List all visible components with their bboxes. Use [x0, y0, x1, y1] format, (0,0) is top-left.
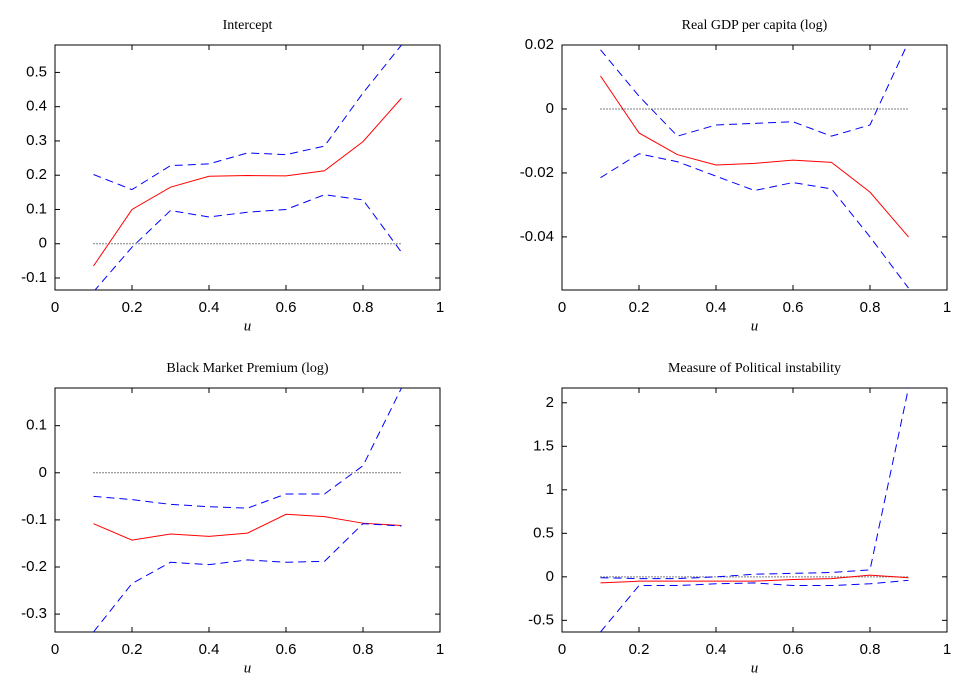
x-tick-label: 0	[51, 641, 59, 658]
y-tick-label: 0	[546, 568, 554, 585]
x-tick-label: 0.2	[629, 299, 650, 316]
bound-line	[600, 579, 909, 632]
y-tick-label: 0	[39, 464, 47, 481]
x-tick-label: 0	[558, 299, 566, 316]
plot-lines	[600, 45, 909, 289]
x-axis-label: u	[244, 318, 252, 334]
x-tick-label: 1	[943, 299, 951, 316]
x-tick-label: 0.8	[353, 641, 374, 658]
plot-lines	[93, 45, 402, 290]
x-tick-label: 0.4	[199, 641, 220, 658]
x-axis-label: u	[751, 660, 759, 675]
x-tick-label: 1	[436, 641, 444, 658]
x-tick-label: 1	[436, 299, 444, 316]
y-tick-label: 0.5	[26, 63, 47, 80]
bound-line	[93, 45, 402, 191]
x-tick-label: 1	[943, 641, 951, 658]
x-tick-label: 0.2	[629, 641, 650, 658]
x-axis-label: u	[751, 318, 759, 334]
y-tick-label: 2	[546, 394, 554, 411]
plot-lines	[600, 388, 909, 632]
panel-title: Real GDP per capita (log)	[682, 18, 828, 33]
y-tick-label: 0.1	[26, 417, 47, 434]
estimate-line	[600, 574, 909, 584]
x-tick-label: 0.2	[122, 299, 143, 316]
y-tick-label: 0.5	[533, 524, 554, 541]
x-tick-label: 0	[558, 641, 566, 658]
panel: Measure of Political instability u 0 0.2 0.4…	[528, 361, 951, 675]
x-tick-label: 0.4	[199, 299, 220, 316]
x-tick-label: 0.6	[276, 299, 297, 316]
panel-title: Measure of Political instability	[668, 361, 841, 376]
y-tick-label: -0.04	[520, 228, 554, 245]
y-tick-label: 0.4	[26, 98, 47, 115]
y-tick-label: 0.02	[525, 36, 554, 53]
x-tick-label: 0.8	[353, 299, 374, 316]
panel-title: Black Market Premium (log)	[166, 361, 328, 376]
bound-line	[600, 45, 908, 137]
x-tick-label: 0.6	[276, 641, 297, 658]
x-tick-label: 0.6	[783, 641, 804, 658]
y-tick-label: -0.1	[21, 269, 47, 286]
axes-box	[561, 44, 948, 291]
bound-line	[600, 153, 909, 289]
y-tick-label: -0.5	[528, 611, 554, 628]
y-tick-label: -0.02	[520, 164, 554, 181]
x-tick-label: 0.8	[860, 299, 881, 316]
estimate-line	[93, 513, 402, 541]
axes-box	[561, 387, 948, 633]
estimate-line	[93, 97, 402, 267]
x-tick-label: 0.4	[706, 641, 727, 658]
bound-line	[93, 388, 402, 509]
panel: Real GDP per capita (log) u 0 0.2 0.4 0.6 0.8 1…	[520, 18, 951, 334]
panel: Black Market Premium (log) u 0 0.2 0.4 0.6 0.8…	[21, 361, 444, 675]
x-tick-label: 0.2	[122, 641, 143, 658]
x-axis-label: u	[244, 660, 252, 675]
x-tick-label: 0	[51, 299, 59, 316]
x-tick-label: 0.4	[706, 299, 727, 316]
estimate-line	[600, 75, 909, 238]
y-tick-label: -0.2	[21, 558, 47, 575]
bound-line	[94, 194, 402, 290]
x-tick-label: 0.6	[783, 299, 804, 316]
y-tick-label: -0.3	[21, 605, 47, 622]
y-tick-label: 0.2	[26, 166, 47, 183]
y-tick-label: -0.1	[21, 511, 47, 528]
y-tick-label: 0	[39, 235, 47, 252]
axes-box	[54, 44, 441, 291]
y-tick-label: 0.3	[26, 132, 47, 149]
y-tick-label: 0.1	[26, 200, 47, 217]
bound-line	[93, 523, 402, 632]
x-tick-label: 0.8	[860, 641, 881, 658]
panel-title: Intercept	[223, 18, 273, 33]
plot-lines	[93, 388, 402, 632]
y-tick-label: 1.5	[533, 437, 554, 454]
bound-line	[600, 388, 909, 580]
y-tick-label: 0	[546, 100, 554, 117]
axes-box	[54, 387, 441, 633]
y-tick-label: 1	[546, 481, 554, 498]
